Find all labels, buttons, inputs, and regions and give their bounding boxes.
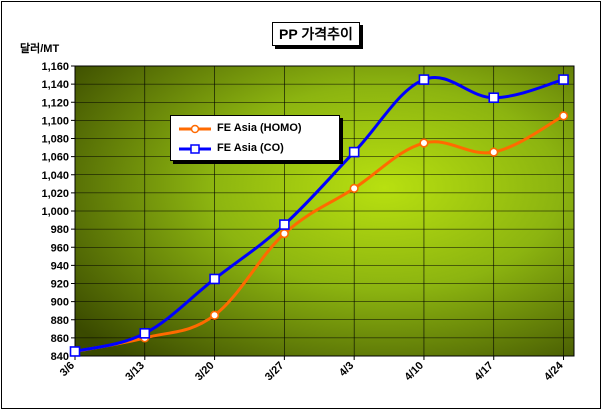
data-point-0 bbox=[349, 183, 359, 193]
y-axis-unit-label: 달러/MT bbox=[20, 43, 60, 55]
x-tick-label: 4/10 bbox=[402, 360, 426, 384]
series-layer bbox=[69, 74, 569, 357]
x-tick-label: 4/3 bbox=[337, 360, 356, 379]
y-tick-label: 1,080 bbox=[41, 134, 69, 146]
x-axis-ticks: 3/6 3/13 3/20 3/27 4/3 4/10 4/17 4/24 bbox=[58, 356, 566, 383]
data-point-1 bbox=[279, 219, 290, 230]
data-point-0 bbox=[558, 111, 569, 121]
y-tick-label: 900 bbox=[51, 297, 69, 309]
chart-title: PP 가격추이 bbox=[272, 22, 360, 46]
x-tick-label: 3/27 bbox=[263, 360, 287, 384]
grid-lines bbox=[74, 65, 574, 357]
y-tick-label: 880 bbox=[51, 315, 69, 327]
legend-swatch-homo bbox=[179, 124, 211, 134]
x-tick-label: 3/20 bbox=[193, 360, 217, 384]
y-tick-label: 1,060 bbox=[41, 152, 69, 164]
legend-label-co: FE Asia (CO) bbox=[217, 142, 284, 154]
y-tick-label: 940 bbox=[51, 260, 69, 272]
series-line-1 bbox=[74, 76, 564, 353]
y-tick-label: 1,160 bbox=[41, 61, 69, 73]
y-tick-label: 1,020 bbox=[41, 188, 69, 200]
x-tick-label: 4/17 bbox=[472, 360, 496, 384]
y-tick-label: 1,000 bbox=[41, 206, 69, 218]
y-tick-label: 1,040 bbox=[41, 170, 69, 182]
data-point-0 bbox=[489, 147, 499, 157]
y-tick-label: 960 bbox=[51, 242, 69, 254]
data-point-0 bbox=[419, 138, 429, 148]
legend-swatch-co bbox=[179, 144, 211, 154]
y-tick-label: 1,120 bbox=[41, 97, 69, 109]
data-point-1 bbox=[488, 92, 500, 104]
legend-label-homo: FE Asia (HOMO) bbox=[217, 122, 302, 134]
legend-entry-co: FE Asia (CO) bbox=[171, 141, 339, 157]
legend: FE Asia (HOMO) FE Asia (CO) bbox=[170, 115, 340, 161]
data-point-0 bbox=[209, 310, 220, 320]
y-tick-label: 1,100 bbox=[41, 115, 69, 127]
data-point-1 bbox=[69, 346, 81, 357]
x-tick-label: 4/24 bbox=[542, 359, 566, 383]
y-tick-label: 840 bbox=[51, 351, 69, 363]
y-tick-label: 920 bbox=[51, 279, 69, 291]
y-tick-label: 980 bbox=[51, 224, 69, 236]
y-tick-label: 1,140 bbox=[41, 79, 69, 91]
y-axis-ticks: 840 860 880 900 920 940 960 980 1,000 1,020 1,040 1… bbox=[41, 61, 75, 363]
series-line-0 bbox=[74, 114, 565, 353]
data-point-0 bbox=[279, 229, 289, 239]
data-point-1 bbox=[558, 74, 569, 85]
legend-entry-homo: FE Asia (HOMO) bbox=[171, 121, 339, 137]
data-point-1 bbox=[418, 74, 430, 85]
x-tick-label: 3/13 bbox=[123, 360, 147, 384]
data-point-1 bbox=[139, 328, 151, 339]
data-point-1 bbox=[209, 273, 220, 285]
data-point-1 bbox=[348, 146, 360, 158]
y-tick-label: 860 bbox=[51, 333, 69, 345]
